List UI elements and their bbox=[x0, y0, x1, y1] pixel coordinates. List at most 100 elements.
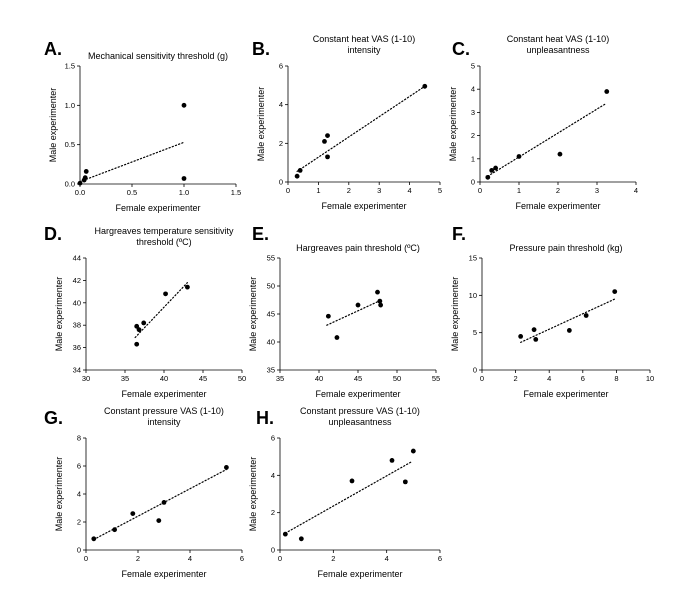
data-point bbox=[557, 151, 563, 157]
x-tick-label: 6 bbox=[438, 554, 442, 563]
y-axis-label: Male experimenter bbox=[248, 457, 258, 532]
chart-title: Constant pressure VAS (1-10) bbox=[300, 406, 420, 416]
chart-panel-g: G. Constant pressure VAS (1-10)intensity 0… bbox=[44, 406, 244, 579]
data-point bbox=[378, 302, 384, 308]
panel-letter: C. bbox=[452, 39, 470, 59]
data-point bbox=[531, 327, 537, 333]
x-tick-label: 0 bbox=[278, 554, 282, 563]
y-tick-label: 4 bbox=[471, 85, 475, 94]
chart-title: Constant pressure VAS (1-10) bbox=[104, 406, 224, 416]
y-tick-label: 45 bbox=[267, 310, 275, 319]
x-tick-label: 0.0 bbox=[75, 188, 85, 197]
chart-panel-a: A. Mechanical sensitivity threshold (g) 0.… bbox=[44, 39, 241, 213]
chart-panel-e: E. Hargreaves pain threshold (ºC) 35 40 45 50… bbox=[248, 224, 440, 399]
data-point bbox=[604, 89, 610, 94]
x-tick-label: 8 bbox=[614, 374, 618, 383]
x-tick-label: 3 bbox=[377, 186, 381, 195]
chart-panel-d: D. Hargreaves temperature sensitivitythre… bbox=[44, 224, 246, 399]
x-tick-label: 4 bbox=[634, 186, 638, 195]
data-point bbox=[334, 335, 340, 340]
data-point bbox=[349, 478, 355, 484]
x-tick-label: 4 bbox=[408, 186, 412, 195]
data-point bbox=[181, 176, 187, 181]
panel-letter: B. bbox=[252, 39, 270, 59]
chart-title: Pressure pain threshold (kg) bbox=[509, 243, 622, 253]
data-point bbox=[322, 139, 327, 144]
x-tick-label: 6 bbox=[240, 554, 244, 563]
chart-title: Constant heat VAS (1-10) bbox=[507, 34, 609, 44]
x-tick-label: 0.5 bbox=[127, 188, 137, 197]
data-point bbox=[325, 154, 330, 160]
y-tick-label: 6 bbox=[279, 62, 283, 71]
x-tick-label: 50 bbox=[238, 374, 246, 383]
x-tick-label: 0 bbox=[286, 186, 290, 195]
data-point bbox=[91, 536, 97, 542]
data-point bbox=[612, 289, 618, 294]
chart-title: unpleasantness bbox=[328, 417, 392, 427]
y-tick-label: 6 bbox=[77, 462, 81, 471]
y-axis-label: Male experimenter bbox=[54, 457, 64, 532]
chart-title: intensity bbox=[347, 45, 381, 55]
x-tick-label: 4 bbox=[385, 554, 389, 563]
data-point bbox=[566, 328, 572, 333]
x-tick-label: 0 bbox=[84, 554, 88, 563]
x-tick-label: 35 bbox=[121, 374, 129, 383]
x-tick-label: 2 bbox=[347, 186, 351, 195]
chart-panel-b: B. Constant heat VAS (1-10)intensity 0 1 2 3 4… bbox=[252, 34, 442, 211]
y-axis-label: Male experimenter bbox=[256, 87, 266, 162]
y-tick-label: 4 bbox=[77, 490, 81, 499]
y-tick-label: 0.5 bbox=[65, 140, 75, 149]
data-point bbox=[181, 102, 187, 108]
data-point bbox=[377, 298, 383, 304]
panel-letter: D. bbox=[44, 224, 62, 244]
y-tick-label: 8 bbox=[77, 434, 81, 443]
y-axis-label: Male experimenter bbox=[450, 277, 460, 352]
y-tick-label: 38 bbox=[73, 321, 81, 330]
data-point bbox=[297, 168, 303, 173]
chart-title: Hargreaves pain threshold (ºC) bbox=[296, 243, 420, 253]
data-point bbox=[141, 320, 147, 326]
y-tick-label: 0 bbox=[471, 178, 475, 187]
x-tick-label: 5 bbox=[438, 186, 442, 195]
trend-line bbox=[134, 282, 188, 339]
y-tick-label: 44 bbox=[73, 254, 81, 263]
y-tick-label: 15 bbox=[469, 254, 477, 263]
data-point bbox=[112, 527, 117, 533]
trend-line bbox=[284, 461, 412, 534]
y-tick-label: 3 bbox=[471, 108, 475, 117]
x-tick-label: 6 bbox=[581, 374, 585, 383]
panel-letter: A. bbox=[44, 39, 62, 59]
trend-line bbox=[79, 141, 185, 183]
y-tick-label: 40 bbox=[73, 298, 81, 307]
data-point bbox=[389, 458, 395, 463]
data-point bbox=[163, 291, 168, 297]
data-point bbox=[325, 313, 331, 319]
x-tick-label: 0 bbox=[478, 186, 482, 195]
y-tick-label: 0 bbox=[279, 178, 283, 187]
trend-line bbox=[326, 299, 382, 326]
x-tick-label: 30 bbox=[82, 374, 90, 383]
data-point bbox=[156, 518, 162, 523]
x-tick-label: 45 bbox=[354, 374, 362, 383]
y-tick-label: 40 bbox=[267, 338, 275, 347]
x-tick-label: 2 bbox=[331, 554, 335, 563]
y-axis-label: Male experimenter bbox=[54, 277, 64, 352]
y-tick-label: 0 bbox=[77, 546, 81, 555]
x-tick-label: 2 bbox=[514, 374, 518, 383]
y-tick-label: 50 bbox=[267, 282, 275, 291]
y-tick-label: 5 bbox=[471, 62, 475, 71]
x-tick-label: 4 bbox=[188, 554, 192, 563]
data-point bbox=[518, 334, 524, 339]
chart-panel-c: C. Constant heat VAS (1-10)unpleasantness… bbox=[448, 34, 638, 211]
x-axis-label: Female experimenter bbox=[121, 569, 206, 579]
y-tick-label: 4 bbox=[271, 471, 275, 480]
data-point bbox=[134, 323, 140, 329]
data-point bbox=[422, 83, 428, 89]
x-axis-label: Female experimenter bbox=[523, 389, 608, 399]
data-point bbox=[161, 500, 167, 505]
data-point bbox=[410, 448, 416, 454]
trend-line bbox=[487, 103, 606, 177]
chart-panel-f: F. Pressure pain threshold (kg) 0 2 4 6 8 10 0 5 1… bbox=[450, 224, 654, 399]
y-tick-label: 1.5 bbox=[65, 62, 75, 71]
x-tick-label: 40 bbox=[315, 374, 323, 383]
